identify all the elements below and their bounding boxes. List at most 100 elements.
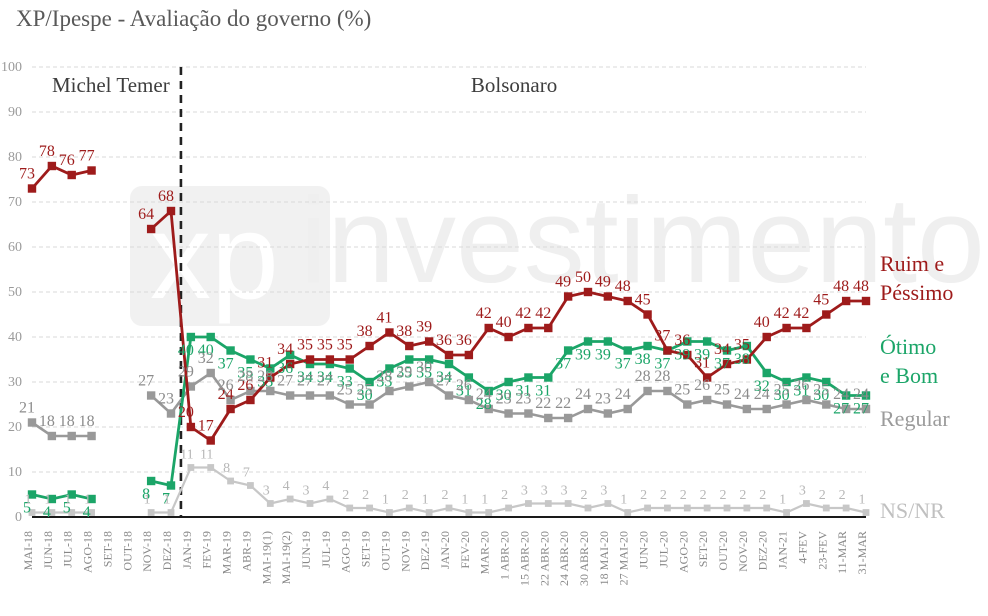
svg-text:38: 38 xyxy=(734,351,750,368)
svg-text:37: 37 xyxy=(714,356,730,373)
svg-text:2: 2 xyxy=(342,488,349,503)
svg-text:2: 2 xyxy=(720,488,727,503)
svg-text:50: 50 xyxy=(575,269,591,286)
svg-text:27: 27 xyxy=(317,373,333,390)
svg-text:SET-20: SET-20 xyxy=(696,531,710,567)
svg-text:JUL-18: JUL-18 xyxy=(61,531,75,568)
svg-text:1: 1 xyxy=(461,493,468,508)
svg-text:2: 2 xyxy=(660,488,667,503)
svg-text:21: 21 xyxy=(19,400,35,417)
svg-text:27: 27 xyxy=(277,373,293,390)
svg-text:15 ABR-20: 15 ABR-20 xyxy=(517,531,531,586)
svg-text:27: 27 xyxy=(138,373,154,390)
svg-text:FEV-19: FEV-19 xyxy=(200,531,214,569)
svg-text:38: 38 xyxy=(396,323,412,340)
svg-text:39: 39 xyxy=(694,347,710,364)
svg-text:76: 76 xyxy=(59,152,75,169)
svg-text:25: 25 xyxy=(674,382,690,399)
svg-text:48: 48 xyxy=(833,278,849,295)
svg-text:40: 40 xyxy=(8,330,22,345)
svg-text:1 ABR-20: 1 ABR-20 xyxy=(498,531,512,580)
svg-text:24: 24 xyxy=(615,386,631,403)
svg-text:26: 26 xyxy=(218,377,234,394)
svg-text:2: 2 xyxy=(700,488,707,503)
svg-text:JAN-21: JAN-21 xyxy=(776,531,790,569)
svg-text:7: 7 xyxy=(243,466,250,481)
svg-text:29: 29 xyxy=(178,364,194,381)
svg-text:23: 23 xyxy=(158,391,174,408)
svg-text:0: 0 xyxy=(15,510,22,525)
svg-text:24: 24 xyxy=(833,386,849,403)
svg-text:MAI-19(1): MAI-19(1) xyxy=(259,531,273,584)
svg-text:1: 1 xyxy=(382,493,389,508)
svg-text:30: 30 xyxy=(416,359,432,376)
svg-text:80: 80 xyxy=(8,150,22,165)
svg-text:MAR-19: MAR-19 xyxy=(220,531,234,574)
svg-text:23: 23 xyxy=(515,391,531,408)
svg-text:3: 3 xyxy=(561,484,568,499)
svg-text:2: 2 xyxy=(759,488,766,503)
svg-text:45: 45 xyxy=(813,292,829,309)
svg-text:2: 2 xyxy=(362,488,369,503)
svg-text:50: 50 xyxy=(8,285,22,300)
svg-text:39: 39 xyxy=(416,319,432,336)
svg-text:39: 39 xyxy=(595,347,611,364)
svg-text:42: 42 xyxy=(476,305,492,322)
svg-text:3: 3 xyxy=(303,484,310,499)
svg-text:27: 27 xyxy=(297,373,313,390)
svg-text:23: 23 xyxy=(496,391,512,408)
svg-text:11: 11 xyxy=(200,448,213,463)
svg-text:30 ABR-20: 30 ABR-20 xyxy=(577,531,591,586)
svg-text:73: 73 xyxy=(19,166,35,183)
svg-text:68: 68 xyxy=(158,188,174,205)
svg-text:11-MAR: 11-MAR xyxy=(835,531,849,574)
svg-text:1: 1 xyxy=(84,493,91,508)
svg-text:3: 3 xyxy=(541,484,548,499)
svg-text:3: 3 xyxy=(263,484,270,499)
svg-text:40: 40 xyxy=(754,314,770,331)
svg-text:JUN-18: JUN-18 xyxy=(41,531,55,569)
svg-text:28: 28 xyxy=(257,368,273,385)
svg-text:34: 34 xyxy=(277,341,293,358)
svg-text:2: 2 xyxy=(581,488,588,503)
svg-text:28: 28 xyxy=(376,368,392,385)
svg-text:60: 60 xyxy=(8,240,22,255)
svg-text:1: 1 xyxy=(481,493,488,508)
svg-text:2: 2 xyxy=(501,488,508,503)
svg-text:3: 3 xyxy=(600,484,607,499)
svg-text:MAR-20: MAR-20 xyxy=(478,531,492,574)
svg-text:39: 39 xyxy=(575,347,591,364)
svg-text:24: 24 xyxy=(754,386,770,403)
svg-text:2: 2 xyxy=(819,488,826,503)
svg-text:42: 42 xyxy=(774,305,790,322)
svg-text:8: 8 xyxy=(223,461,230,476)
svg-text:SET-19: SET-19 xyxy=(359,531,373,567)
svg-text:70: 70 xyxy=(8,195,22,210)
svg-text:22 ABR-20: 22 ABR-20 xyxy=(537,531,551,586)
svg-text:1: 1 xyxy=(422,493,429,508)
svg-text:JUL-20: JUL-20 xyxy=(656,531,670,568)
svg-text:25: 25 xyxy=(813,382,829,399)
svg-text:45: 45 xyxy=(635,292,651,309)
svg-text:24 ABR-20: 24 ABR-20 xyxy=(557,531,571,586)
svg-text:24: 24 xyxy=(476,386,492,403)
svg-text:38: 38 xyxy=(357,323,373,340)
svg-text:31-MAR: 31-MAR xyxy=(855,531,869,574)
svg-text:1: 1 xyxy=(620,493,627,508)
svg-text:100: 100 xyxy=(1,60,22,75)
svg-text:JUN-19: JUN-19 xyxy=(299,531,313,569)
svg-text:40: 40 xyxy=(496,314,512,331)
svg-text:FEV-20: FEV-20 xyxy=(458,531,472,569)
svg-text:29: 29 xyxy=(396,364,412,381)
svg-text:AGO-18: AGO-18 xyxy=(81,531,95,573)
svg-text:20: 20 xyxy=(8,420,22,435)
svg-text:48: 48 xyxy=(615,278,631,295)
svg-text:20: 20 xyxy=(178,404,194,421)
svg-text:NOV-19: NOV-19 xyxy=(398,531,412,572)
svg-text:78: 78 xyxy=(39,143,55,160)
svg-text:MAI-18: MAI-18 xyxy=(21,531,35,570)
svg-text:64: 64 xyxy=(138,206,154,223)
svg-text:1: 1 xyxy=(64,493,71,508)
svg-text:37: 37 xyxy=(615,356,631,373)
svg-text:18: 18 xyxy=(39,413,55,430)
